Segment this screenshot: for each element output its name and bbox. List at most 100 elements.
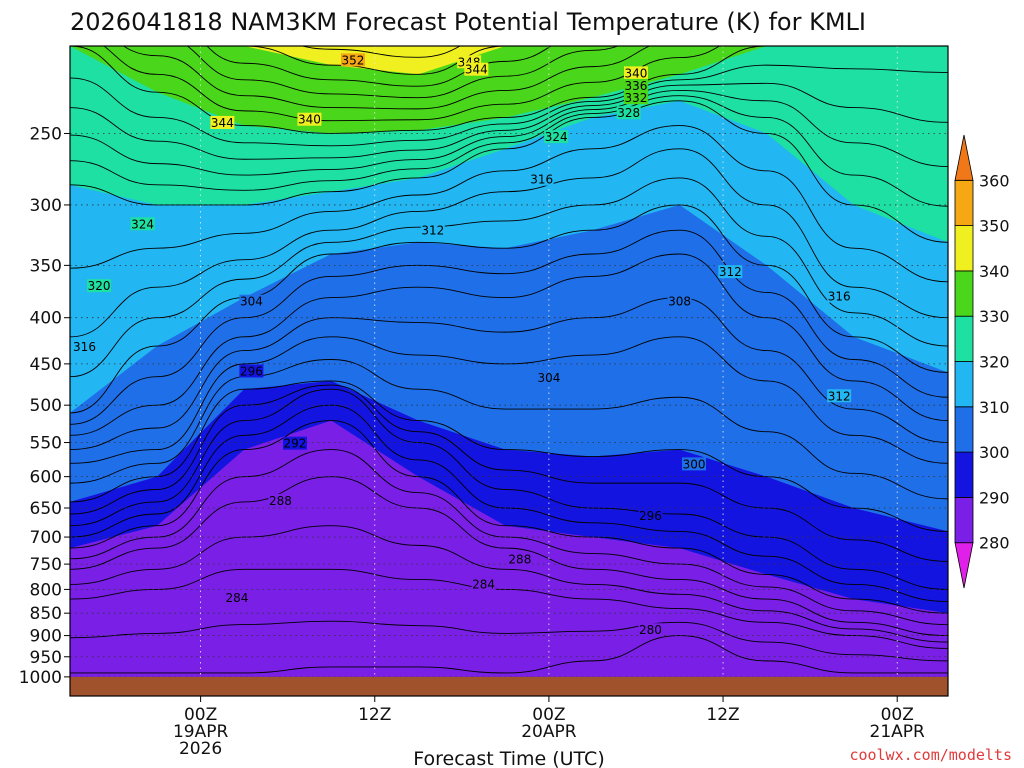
contour-label-text: 300 — [683, 457, 706, 471]
isotherm-306 — [70, 297, 948, 451]
y-tick-label: 550 — [30, 434, 62, 454]
contour-label-bg — [536, 371, 561, 385]
contour-label-bg — [239, 294, 264, 308]
contour-label: 340 — [623, 66, 648, 80]
y-tick-label: 500 — [30, 396, 62, 416]
contour-label-bg — [420, 223, 445, 237]
contour-label-text: 292 — [283, 437, 306, 451]
contour-label: 312 — [420, 223, 445, 237]
isotherm-338 — [206, 46, 552, 87]
contour-label-text: 344 — [465, 63, 488, 77]
isotherm-334 — [122, 46, 651, 110]
contour-label-text: 284 — [472, 577, 495, 591]
isotherm-326 — [70, 82, 948, 160]
contour-label-bg — [623, 66, 648, 80]
plot-area — [70, 0, 948, 696]
contour-label-bg — [638, 623, 663, 637]
isotherm-292 — [70, 420, 948, 614]
x-axis-label: Forecast Time (UTC) — [413, 748, 604, 768]
isotherm-324 — [70, 89, 948, 176]
fill-band-340 — [70, 46, 948, 75]
colorbar-label: 360 — [979, 171, 1010, 190]
y-tick-label: 650 — [30, 499, 62, 519]
contour-label: 344 — [464, 62, 489, 77]
isotherm-298 — [70, 384, 948, 562]
contour-label-text: 304 — [240, 295, 263, 309]
contour-label-text: 332 — [625, 91, 648, 105]
colorbar-label: 290 — [979, 488, 1010, 507]
contour-label: 304 — [239, 294, 264, 309]
contour-label-bg — [87, 279, 112, 293]
contour-label-bg — [544, 130, 569, 144]
contour-label-bg — [623, 91, 648, 105]
contour-label: 324 — [130, 217, 155, 231]
contour-label: 288 — [507, 552, 532, 566]
isotherm-302 — [70, 359, 948, 500]
contour-label-text: 312 — [421, 223, 444, 237]
contour-label: 324 — [544, 130, 569, 144]
contour-label: 316 — [72, 339, 97, 354]
contour-label-bg — [224, 591, 249, 605]
isotherm-308 — [70, 253, 948, 436]
x-tick-label: 00Z — [881, 705, 914, 725]
contour-label-bg — [638, 508, 663, 522]
colorbar-bin — [954, 179, 974, 227]
contour-label: 336 — [623, 78, 648, 93]
contour-label-bg — [464, 62, 489, 76]
y-tick-label: 350 — [30, 256, 62, 276]
isotherm-332 — [103, 46, 721, 122]
contour-label-text: 352 — [342, 53, 365, 67]
y-tick-label: 600 — [30, 468, 62, 488]
contour-label-text: 312 — [719, 265, 742, 279]
contour-label-text: 316 — [530, 173, 553, 187]
colorbar-bin — [954, 406, 974, 453]
contour-label-text: 304 — [537, 371, 560, 385]
isotherm-294 — [70, 404, 948, 602]
contour-label-bg — [268, 493, 293, 507]
y-tick-label: 900 — [30, 627, 62, 647]
isotherm-330 — [70, 46, 778, 134]
contour-label-bg — [623, 78, 648, 92]
fill-band-330 — [70, 46, 948, 134]
isotherm-300 — [70, 380, 948, 532]
y-tick-label: 400 — [30, 309, 62, 329]
contour-label-text: 288 — [508, 552, 531, 566]
contour-label-text: 324 — [545, 130, 568, 144]
colorbar: 280 290 300 310 320 330 340 350 360 — [954, 134, 1010, 589]
y-tick-label: 450 — [30, 355, 62, 375]
contour-label-text: 288 — [269, 494, 292, 508]
isotherm-282 — [70, 620, 948, 662]
colorbar-label: 350 — [979, 217, 1010, 236]
contour-label-text: 320 — [88, 279, 111, 293]
y-tick-label: 950 — [30, 648, 62, 668]
contour-label-text: 280 — [639, 623, 662, 637]
isotherm-318 — [70, 125, 948, 283]
colorbar-label: 340 — [979, 262, 1010, 281]
chart-title: 2026041818 NAM3KM Forecast Potential Tem… — [70, 8, 866, 36]
y-tick-label: 300 — [30, 196, 62, 216]
contour-label: 340 — [297, 112, 322, 127]
contour-label-bg — [682, 457, 707, 471]
contour-label-text: 344 — [211, 116, 234, 130]
contour-label: 312 — [827, 389, 852, 403]
contour-label-text: 296 — [639, 509, 662, 523]
isotherm-314 — [70, 177, 948, 378]
colorbar-label: 280 — [979, 534, 1010, 553]
contour-label: 284 — [224, 591, 249, 605]
x-tick-label: 20APR — [521, 722, 577, 742]
colorbar-bin — [954, 542, 974, 589]
colorbar-bin — [954, 270, 974, 317]
contour-label-text: 312 — [828, 389, 851, 403]
colorbar-label: 300 — [979, 443, 1010, 462]
contour-label-bg — [529, 172, 554, 186]
y-tick-label: 1000 — [19, 668, 62, 688]
x-tick-label: 00Z — [532, 705, 565, 725]
isotherm-310 — [70, 229, 948, 425]
contour-label: 308 — [667, 294, 692, 309]
contour-label: 304 — [536, 371, 561, 385]
isotherm-348 — [70, 0, 948, 1]
contour-label-bg — [827, 289, 852, 303]
contour-label: 332 — [623, 91, 648, 105]
